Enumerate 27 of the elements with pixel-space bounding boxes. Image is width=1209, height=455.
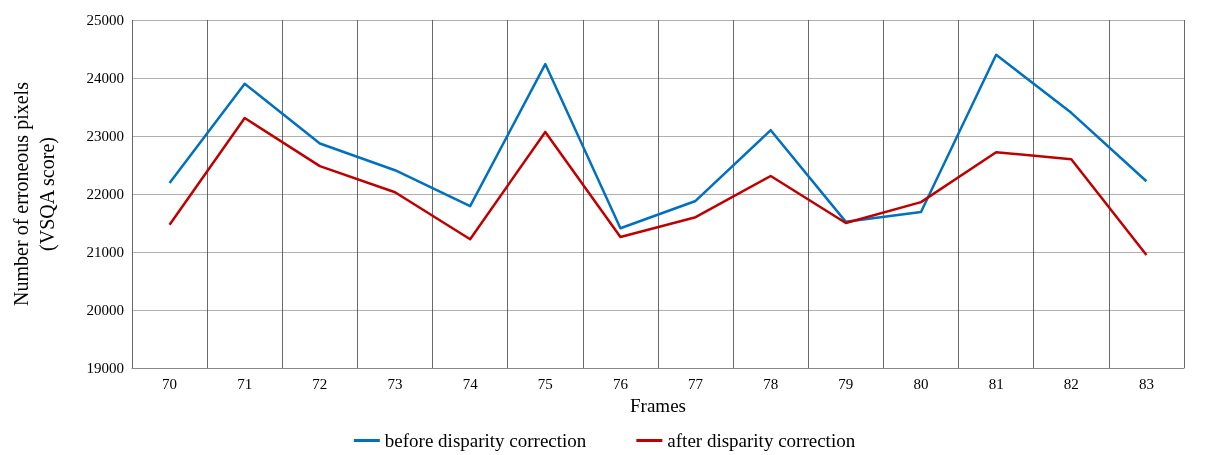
x-tick-label: 75 xyxy=(537,375,553,392)
x-tick-label: 76 xyxy=(612,375,629,392)
line-series xyxy=(168,116,1148,257)
y-tick-label: 24000 xyxy=(86,70,124,86)
y-tick-label: 21000 xyxy=(86,244,124,260)
x-tick-label: 70 xyxy=(162,375,178,392)
x-tick-label: 71 xyxy=(237,375,253,392)
x-tick-label: 81 xyxy=(988,375,1004,392)
y-tick-label: 22000 xyxy=(86,186,124,202)
x-tick-label: 73 xyxy=(387,375,403,392)
x-tick-label: 82 xyxy=(1063,375,1079,392)
line-series xyxy=(168,53,1148,230)
x-tick-label: 72 xyxy=(312,375,328,392)
x-tick-label: 80 xyxy=(913,375,929,392)
x-tick-label: 83 xyxy=(1138,375,1154,392)
y-tick-label: 23000 xyxy=(86,128,124,144)
y-axis-title: Number of erroneous pixels (VSQA score) xyxy=(10,81,59,306)
legend-label: before disparity correction xyxy=(384,430,587,451)
x-axis-title: Frames xyxy=(630,395,686,416)
y-tick-label: 19000 xyxy=(86,360,124,376)
y-tick-label: 20000 xyxy=(86,302,124,318)
x-tick-label: 78 xyxy=(763,375,779,392)
x-tick-label: 77 xyxy=(688,375,704,392)
legend-label: after disparity correction xyxy=(667,430,856,451)
y-tick-label: 25000 xyxy=(86,12,124,28)
x-tick-label: 74 xyxy=(462,375,479,392)
x-tick-label: 79 xyxy=(838,375,854,392)
